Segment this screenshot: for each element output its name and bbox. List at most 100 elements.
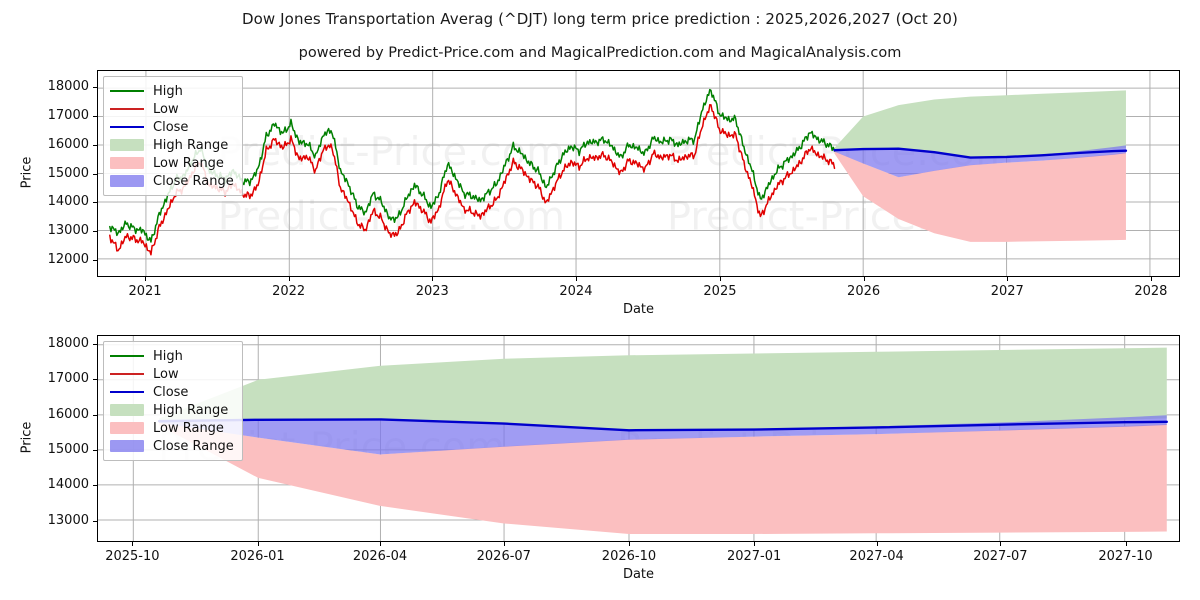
- x-axis-tick-label: 2026-01: [230, 549, 285, 564]
- legend-swatch-high-range: [110, 404, 144, 416]
- x-axis-tick-mark: [876, 542, 878, 546]
- x-axis-tick-mark: [1000, 542, 1002, 546]
- top-plot-area: Predict-Price.com Predict-Price.com Predic…: [97, 70, 1180, 277]
- legend-label: Close: [153, 384, 189, 400]
- close-forecast-line: [833, 147, 1128, 159]
- y-axis-tick-label: 18000: [47, 335, 89, 351]
- top-x-axis-label: Date: [622, 302, 655, 317]
- x-axis-tick-label: 2027-01: [726, 549, 782, 564]
- legend-swatch-close-range: [110, 175, 144, 187]
- x-axis-tick-label: 2023: [415, 284, 449, 299]
- x-axis-tick-label: 2027-07: [973, 549, 1028, 564]
- legend-item-low-range: Low Range: [110, 419, 234, 437]
- x-axis-tick-mark: [257, 542, 259, 546]
- y-axis-tick-label: 17000: [47, 371, 89, 387]
- legend-label: Close: [153, 119, 189, 135]
- legend-item-close-range: Close Range: [110, 172, 234, 190]
- x-axis-tick-label: 2026-10: [601, 549, 657, 564]
- page-title: Dow Jones Transportation Averag (^DJT) l…: [242, 10, 958, 28]
- x-axis-tick-mark: [132, 542, 134, 546]
- legend-item-high: High: [110, 347, 234, 365]
- watermark: Predict-Price.com: [218, 194, 565, 240]
- y-axis-tick-mark: [93, 231, 97, 232]
- x-axis-tick-mark: [754, 542, 756, 546]
- y-axis-tick-mark: [93, 202, 97, 204]
- x-axis-tick-label: 2024: [559, 284, 593, 299]
- high-range-band: [834, 90, 1126, 158]
- y-axis-tick-label: 12000: [47, 251, 89, 267]
- x-axis-tick-mark: [145, 277, 146, 281]
- close-range-band: [159, 415, 1167, 455]
- legend-swatch-low: [110, 368, 144, 380]
- top-y-axis-label: Price: [19, 156, 35, 189]
- y-axis-tick-label: 15000: [47, 442, 89, 457]
- x-axis-tick-label: 2021: [128, 284, 162, 299]
- high-range-band: [159, 347, 1167, 431]
- x-axis-tick-label: 2028: [1134, 284, 1168, 299]
- close-forecast-line: [157, 418, 1168, 432]
- x-axis-tick-mark: [863, 277, 865, 281]
- y-axis-tick-mark: [93, 144, 97, 146]
- x-axis-tick-label: 2022: [272, 284, 306, 299]
- x-axis-tick-mark: [575, 277, 577, 281]
- bottom-y-axis-label: Price: [19, 421, 35, 454]
- x-axis-tick-label: 2026-04: [352, 549, 408, 564]
- y-axis-tick-mark: [93, 485, 97, 487]
- legend-label: Close Range: [153, 173, 234, 189]
- x-axis-tick-mark: [1125, 542, 1127, 546]
- legend-item-high-range: High Range: [110, 401, 234, 419]
- y-axis-tick-label: 16000: [47, 136, 89, 152]
- x-axis-tick-mark: [379, 542, 381, 546]
- legend-item-low-range: Low Range: [110, 154, 234, 172]
- bottom-x-axis-label: Date: [622, 567, 655, 582]
- x-axis-tick-label: 2026-07: [476, 549, 531, 564]
- legend-item-close: Close: [110, 118, 234, 136]
- watermark: Predict-Price.com: [218, 129, 565, 175]
- y-axis-tick-mark: [93, 173, 97, 175]
- y-axis-tick-mark: [93, 414, 97, 416]
- x-axis-tick-mark: [719, 277, 721, 281]
- y-axis-tick-label: 18000: [47, 79, 89, 95]
- legend-label: High: [153, 83, 183, 99]
- legend-swatch-high-range: [110, 139, 144, 151]
- y-axis-tick-label: 16000: [47, 406, 89, 422]
- legend-item-low: Low: [110, 365, 234, 383]
- y-axis-tick-mark: [93, 520, 97, 522]
- x-axis-tick-label: 2027-04: [849, 549, 904, 564]
- x-axis-tick-label: 2027-10: [1098, 549, 1153, 564]
- x-axis-tick-mark: [288, 277, 290, 281]
- legend-label: Close Range: [153, 438, 234, 454]
- legend-label: Low: [153, 101, 179, 117]
- legend-item-high-range: High Range: [110, 136, 234, 154]
- close-range-band: [834, 145, 1126, 178]
- x-axis-tick-label: 2026: [847, 284, 881, 299]
- x-axis-tick-mark: [628, 542, 630, 546]
- y-axis-tick-mark: [93, 87, 97, 89]
- x-axis-tick-label: 2027: [990, 284, 1024, 299]
- y-axis-tick-label: 17000: [47, 108, 89, 123]
- low-range-band: [834, 151, 1126, 242]
- legend-item-high: High: [110, 82, 234, 100]
- x-axis-tick-mark: [1007, 277, 1009, 281]
- y-axis-tick-label: 15000: [47, 165, 89, 181]
- legend-label: High Range: [153, 137, 229, 153]
- top-chart-legend: High Low Close High Range Low Range Close Ran…: [103, 76, 243, 196]
- y-axis-tick-mark: [93, 379, 97, 381]
- legend-label: Low Range: [153, 420, 224, 436]
- y-axis-tick-mark: [93, 259, 97, 261]
- y-axis-tick-label: 13000: [47, 223, 89, 238]
- legend-item-close-range: Close Range: [110, 437, 234, 455]
- x-axis-tick-mark: [1150, 277, 1152, 281]
- y-axis-tick-label: 14000: [47, 477, 89, 493]
- legend-swatch-close: [110, 121, 144, 133]
- x-axis-tick-mark: [432, 277, 434, 281]
- legend-item-close: Close: [110, 383, 234, 401]
- y-axis-tick-mark: [93, 116, 97, 117]
- legend-label: Low: [153, 366, 179, 382]
- x-axis-tick-label: 2025-10: [105, 549, 160, 564]
- bottom-chart-legend: High Low Close High Range Low Range Close Ran…: [103, 341, 243, 461]
- low-range-band: [159, 422, 1167, 534]
